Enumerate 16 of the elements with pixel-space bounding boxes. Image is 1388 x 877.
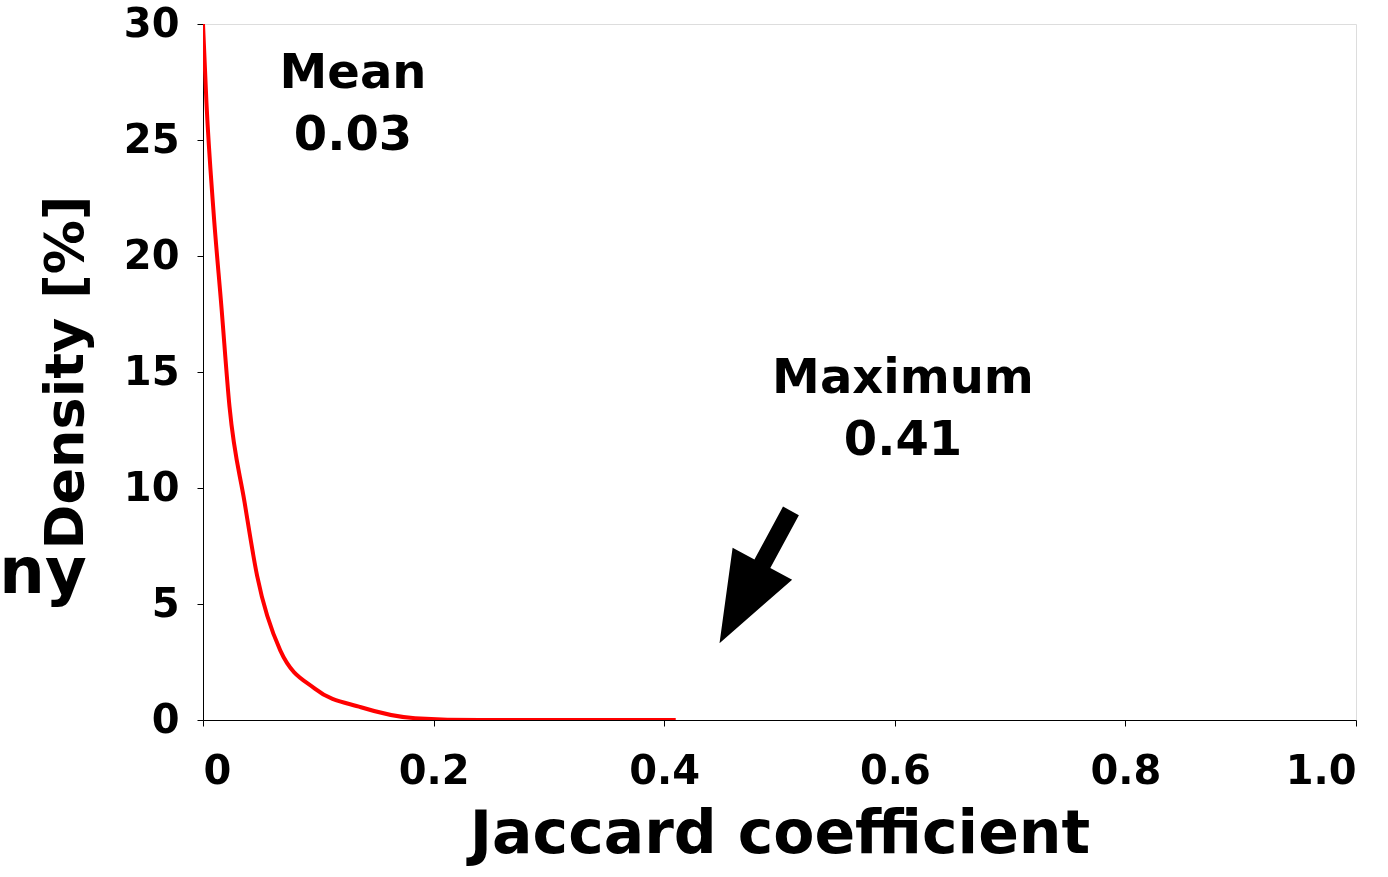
- x-tick-label: 0.6: [859, 746, 931, 793]
- x-tick-label: 0: [203, 746, 232, 793]
- y-tick-label: 5: [151, 579, 180, 626]
- y-tick-label: 30: [123, 0, 180, 46]
- annotation: Maximum 0.41: [772, 348, 1034, 467]
- x-tick-label: 0.2: [398, 746, 470, 793]
- y-tick-label: 20: [123, 231, 180, 278]
- y-tick-label: 25: [123, 115, 180, 162]
- y-tick-label: 10: [123, 463, 180, 510]
- y-tick-label: 15: [123, 347, 180, 394]
- x-tick-label: 1.0: [1285, 746, 1357, 793]
- x-tick-label: 0.8: [1090, 746, 1162, 793]
- x-tick-label: 0.4: [629, 746, 701, 793]
- x-axis-title: Jaccard coefficient: [465, 796, 1091, 867]
- y-tick-label: 0: [151, 695, 180, 742]
- annotation: Mean 0.03: [279, 43, 427, 162]
